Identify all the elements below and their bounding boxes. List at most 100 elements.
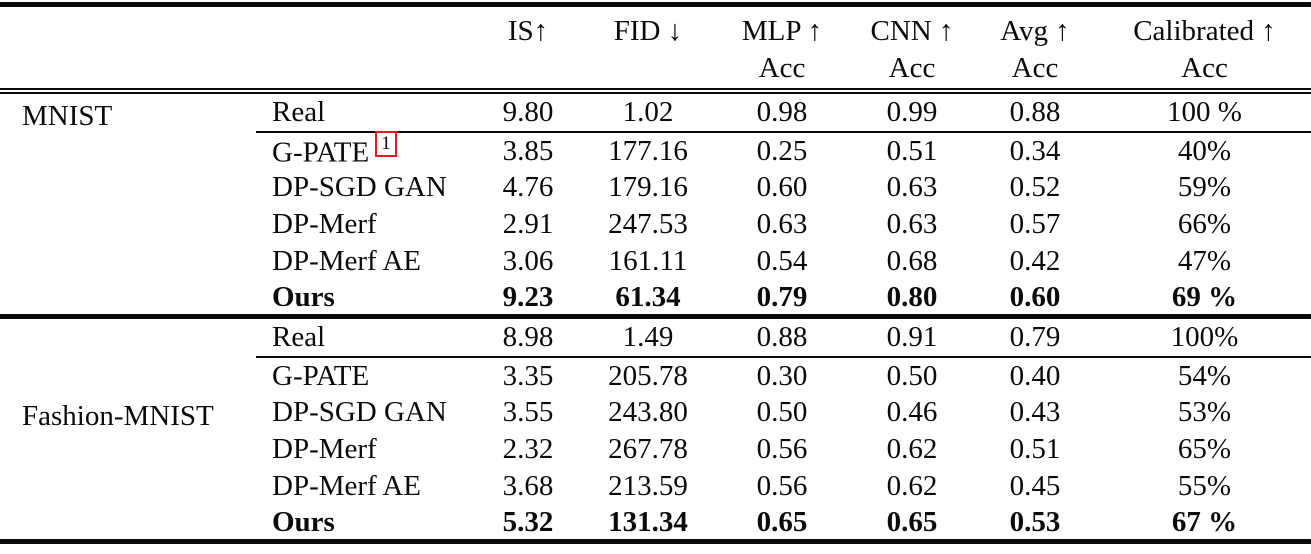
is-cell: 5.32 <box>502 505 554 538</box>
cnn-acc-cell: 0.62 <box>886 433 938 466</box>
fid-cell: 177.16 <box>608 134 688 167</box>
mlp-acc-cell: 0.65 <box>756 505 808 538</box>
cnn-acc-cell: 0.63 <box>886 208 938 241</box>
mlp-acc-cell: 0.98 <box>712 91 852 133</box>
is-cell: 4.76 <box>502 171 554 204</box>
mlp-acc-cell: 0.30 <box>756 359 808 392</box>
calibrated-acc-cell: 40% <box>1177 134 1232 167</box>
method-cell: Real <box>256 316 472 358</box>
mlp-acc-cell: 0.54 <box>756 245 808 278</box>
header-row: IS↑ FID ↓ MLP ↑ Acc CNN ↑ Acc Avg ↑ <box>0 4 1311 94</box>
cnn-acc-cell: 0.46 <box>886 396 938 429</box>
calibrated-acc-cell: 59% <box>1177 171 1232 204</box>
cnn-acc-cell: 0.68 <box>886 245 938 278</box>
table-row-mnist-dpmerf: DP-Merf 2.91 247.53 0.63 0.63 0.57 66% <box>0 206 1311 243</box>
fid-cell: 247.53 <box>608 208 688 241</box>
cnn-acc-cell: 0.80 <box>852 280 972 319</box>
cnn-acc-cell: 0.91 <box>852 316 972 358</box>
is-cell: 3.55 <box>502 396 554 429</box>
cnn-acc-cell: 0.62 <box>886 470 938 503</box>
fid-cell: 267.78 <box>608 433 688 466</box>
method-cell: DP-SGD GAN <box>272 396 447 429</box>
avg-acc-cell: 0.53 <box>1009 505 1061 538</box>
avg-acc-cell: 0.60 <box>972 280 1098 319</box>
is-cell: 8.98 <box>472 316 584 358</box>
fid-cell: 179.16 <box>608 171 688 204</box>
cnn-acc-cell: 0.50 <box>886 359 938 392</box>
cnn-acc-cell: 0.65 <box>886 505 938 538</box>
avg-acc-cell: 0.40 <box>1009 359 1061 392</box>
method-cell: G-PATE 1 <box>256 131 472 169</box>
method-cell: Ours <box>256 280 472 319</box>
table-row-mnist-real: MNIST Real 9.80 1.02 0.98 0.99 0.88 100 … <box>0 91 1311 319</box>
col-header-mlp-sub: Acc <box>758 52 806 84</box>
avg-acc-cell: 0.52 <box>1009 171 1061 204</box>
table-row-fashion-dpmerf: DP-Merf 2.32 267.78 0.56 0.62 0.51 65% <box>0 431 1311 468</box>
calibrated-acc-cell: 69 % <box>1098 280 1311 319</box>
method-cell: Ours <box>272 505 335 538</box>
calibrated-acc-cell: 65% <box>1177 433 1232 466</box>
mlp-acc-cell: 0.50 <box>756 396 808 429</box>
is-cell: 3.85 <box>502 134 554 167</box>
cnn-acc-cell: 0.51 <box>886 134 938 167</box>
col-header-is-label: IS↑ <box>507 15 549 47</box>
is-cell: 3.35 <box>502 359 554 392</box>
table-row-fashion-ours: Ours 5.32 131.34 0.65 0.65 0.53 67 % <box>0 505 1311 541</box>
fid-cell: 213.59 <box>608 470 688 503</box>
avg-acc-cell: 0.51 <box>1009 433 1061 466</box>
dataset-label-mnist: MNIST <box>0 91 256 319</box>
mlp-acc-cell: 0.88 <box>712 316 852 358</box>
method-column-header <box>256 4 472 94</box>
dataset-name: Fashion-MNIST <box>22 400 214 433</box>
fid-cell: 205.78 <box>608 359 688 392</box>
mlp-acc-cell: 0.56 <box>756 433 808 466</box>
results-table: IS↑ FID ↓ MLP ↑ Acc CNN ↑ Acc Avg ↑ <box>0 2 1311 544</box>
table-row-mnist-gpate: G-PATE 1 3.85 177.16 0.25 0.51 0.34 40% <box>0 131 1311 169</box>
is-cell: 9.23 <box>472 280 584 319</box>
mlp-acc-cell: 0.56 <box>756 470 808 503</box>
is-cell: 3.68 <box>502 470 554 503</box>
table-row-fashion-real: Fashion-MNIST Real 8.98 1.49 0.88 0.91 0… <box>0 316 1311 432</box>
col-header-cnn-sub: Acc <box>888 52 936 84</box>
col-header-calibrated-acc: Calibrated ↑ Acc <box>1098 4 1311 94</box>
col-header-fid-label: FID ↓ <box>613 15 683 47</box>
col-header-is: IS↑ <box>472 4 584 94</box>
col-header-avg-label: Avg ↑ <box>1000 15 1070 47</box>
fid-cell: 1.49 <box>584 316 712 358</box>
table-row-mnist-ours: Ours 9.23 61.34 0.79 0.80 0.60 69 % <box>0 280 1311 319</box>
table-row-fashion-dpsgd: DP-SGD GAN 3.55 243.80 0.50 0.46 0.43 53… <box>0 394 1311 431</box>
table-row-mnist-dpsgd: DP-SGD GAN 4.76 179.16 0.60 0.63 0.52 59… <box>0 169 1311 206</box>
avg-acc-cell: 0.42 <box>1009 245 1061 278</box>
calibrated-acc-cell: 47% <box>1177 245 1232 278</box>
calibrated-acc-cell: 53% <box>1177 396 1232 429</box>
col-header-fid: FID ↓ <box>584 4 712 94</box>
fid-cell: 61.34 <box>584 280 712 319</box>
method-cell: DP-Merf AE <box>272 245 422 278</box>
mlp-acc-cell: 0.60 <box>756 171 808 204</box>
is-cell: 2.32 <box>502 433 554 466</box>
citation-link[interactable]: 1 <box>375 131 397 158</box>
mlp-acc-cell: 0.63 <box>756 208 808 241</box>
calibrated-acc-cell: 67 % <box>1171 505 1238 538</box>
method-cell: G-PATE <box>272 359 370 392</box>
avg-acc-cell: 0.79 <box>972 316 1098 358</box>
avg-acc-cell: 0.43 <box>1009 396 1061 429</box>
mlp-acc-cell: 0.25 <box>756 134 808 167</box>
fid-cell: 243.80 <box>608 396 688 429</box>
calibrated-acc-cell: 66% <box>1177 208 1232 241</box>
dataset-name: MNIST <box>22 100 113 132</box>
col-header-mlp-acc: MLP ↑ Acc <box>712 4 852 94</box>
fid-cell: 131.34 <box>608 505 688 538</box>
is-cell: 9.80 <box>472 91 584 133</box>
col-header-avg-acc: Avg ↑ Acc <box>972 4 1098 94</box>
col-header-avg-sub: Acc <box>1011 52 1059 84</box>
col-header-calibrated-sub: Acc <box>1181 52 1228 84</box>
col-header-cnn-label: CNN ↑ <box>870 15 954 47</box>
method-cell: DP-Merf <box>272 208 377 241</box>
mlp-acc-cell: 0.79 <box>712 280 852 319</box>
dataset-label-fashion-mnist: Fashion-MNIST <box>0 316 256 541</box>
table-row-fashion-gpate: G-PATE 3.35 205.78 0.30 0.50 0.40 54% <box>0 357 1311 394</box>
calibrated-acc-cell: 54% <box>1177 359 1232 392</box>
cnn-acc-cell: 0.63 <box>886 171 938 204</box>
col-header-cnn-acc: CNN ↑ Acc <box>852 4 972 94</box>
